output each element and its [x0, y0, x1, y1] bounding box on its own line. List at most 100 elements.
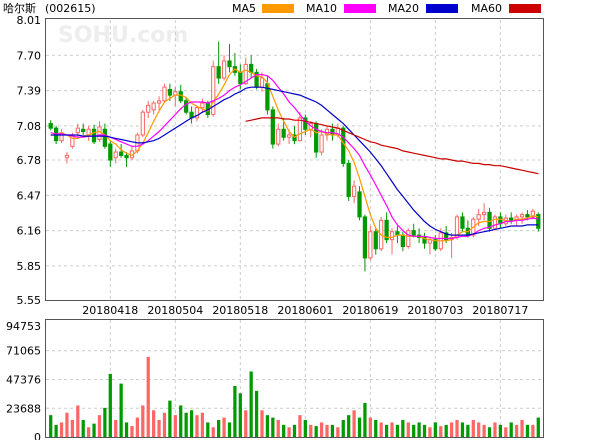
- volume-bar: [390, 422, 394, 437]
- volume-bar: [417, 422, 421, 437]
- candle: [362, 214, 368, 272]
- ma-lines: [50, 68, 539, 242]
- candle-body: [319, 134, 324, 153]
- price-grid: [46, 20, 543, 300]
- candle-body: [75, 127, 80, 134]
- candle-body: [162, 86, 167, 102]
- volume-bar: [265, 415, 270, 437]
- candle: [221, 55, 227, 81]
- candle: [184, 97, 189, 115]
- ma-legend: MA5 MA10 MA20 MA60: [232, 2, 541, 15]
- volume-bar: [108, 373, 112, 437]
- candle: [481, 203, 487, 221]
- candle-body: [102, 128, 108, 147]
- candle-body: [108, 143, 113, 161]
- price-y-tick: 7.70: [17, 49, 42, 62]
- candle-body: [221, 60, 227, 79]
- candle-body: [400, 234, 405, 248]
- volume-bars: [49, 356, 540, 437]
- candle-body: [178, 91, 183, 102]
- candle: [200, 98, 205, 113]
- candle: [270, 106, 275, 149]
- volume-bar: [363, 403, 367, 437]
- candle-body: [530, 210, 535, 218]
- volume-bar: [466, 424, 470, 437]
- candle-body: [357, 191, 362, 218]
- volume-bar: [384, 424, 389, 437]
- volume-bar: [157, 420, 161, 437]
- volume-bar: [282, 424, 286, 437]
- volume-bar: [152, 410, 156, 437]
- price-y-tick: 5.55: [17, 294, 42, 307]
- candle-body: [487, 211, 492, 229]
- candle: [119, 144, 124, 158]
- candle: [81, 123, 86, 135]
- volume-bar: [189, 410, 194, 437]
- candle-body: [140, 111, 145, 136]
- candle-body: [422, 236, 427, 244]
- candle: [492, 214, 498, 231]
- volume-bar: [92, 423, 96, 437]
- legend-label-ma20: MA20: [388, 2, 419, 15]
- volume-bar: [460, 422, 465, 437]
- candle: [48, 120, 53, 131]
- candle: [91, 124, 97, 145]
- candle-body: [368, 231, 373, 259]
- candle-body: [373, 231, 378, 250]
- volume-bar: [87, 427, 91, 437]
- candle-body: [184, 100, 189, 113]
- x-tick-label: 20180504: [147, 304, 203, 317]
- candle: [536, 212, 541, 232]
- volume-y-tick: 0: [34, 431, 41, 440]
- volume-bar: [493, 422, 497, 437]
- volume-bar: [298, 415, 302, 437]
- candle-body: [146, 104, 151, 113]
- candle: [460, 212, 465, 232]
- candle: [373, 228, 378, 255]
- candle: [389, 228, 395, 255]
- candle-body: [476, 214, 481, 220]
- volume-bar: [141, 405, 145, 437]
- candle-body: [297, 117, 303, 142]
- price-y-tick: 6.16: [17, 225, 42, 238]
- candle-body: [243, 63, 248, 85]
- candle: [319, 129, 324, 156]
- ma10-line: [50, 74, 539, 240]
- candle: [194, 105, 200, 122]
- volume-bar: [65, 412, 69, 437]
- x-tick-label: 20180601: [277, 304, 333, 317]
- volume-bar: [227, 422, 232, 437]
- ma60-line: [245, 117, 539, 175]
- candle-body: [509, 217, 514, 221]
- volume-y-tick: 71065: [6, 345, 41, 358]
- candle: [162, 83, 167, 104]
- volume-bar: [406, 422, 410, 437]
- candle-body: [64, 154, 70, 159]
- volume-bar: [504, 427, 508, 437]
- x-tick-label: 20180703: [407, 304, 463, 317]
- volume-bar: [336, 427, 340, 437]
- volume-bar: [162, 412, 167, 437]
- candle-body: [211, 66, 216, 115]
- candle: [249, 55, 254, 79]
- volume-bar: [244, 410, 248, 437]
- volume-bar: [238, 393, 242, 437]
- volume-panel: [45, 319, 544, 438]
- candle: [254, 68, 259, 90]
- volume-y-tick: 23688: [6, 402, 41, 415]
- volume-bar: [233, 386, 237, 437]
- candle: [341, 125, 346, 167]
- volume-bar: [124, 422, 129, 437]
- x-tick-label: 20180518: [212, 304, 268, 317]
- volume-bar: [97, 415, 102, 437]
- volume-bar: [449, 422, 454, 437]
- volume-bar: [287, 427, 291, 437]
- candle: [487, 207, 492, 232]
- candle: [384, 212, 389, 244]
- price-y-tick: 7.39: [17, 85, 42, 98]
- legend-swatch-ma20: [426, 4, 458, 13]
- volume-bar: [271, 417, 275, 437]
- candle-body: [276, 128, 281, 145]
- volume-bar: [217, 420, 221, 437]
- volume-y-tick: 47376: [6, 374, 41, 387]
